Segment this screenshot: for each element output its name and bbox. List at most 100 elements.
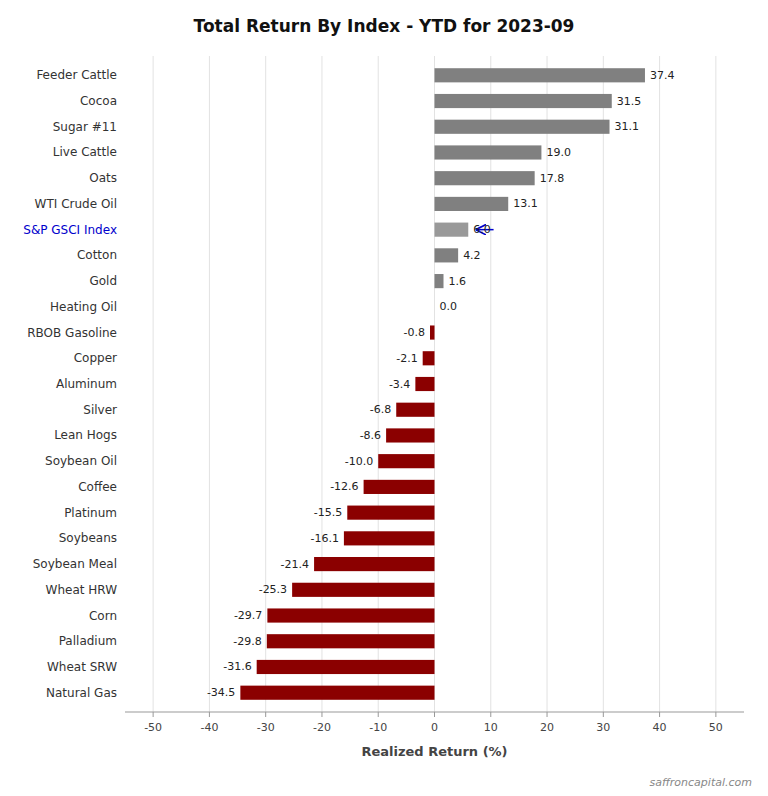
x-tick-label: 0 — [431, 721, 438, 734]
y-tick-label: Live Cattle — [53, 145, 117, 159]
data-label: 17.8 — [540, 172, 565, 185]
x-tick-label: 40 — [653, 721, 667, 734]
bar — [267, 608, 434, 622]
y-tick-label: Aluminum — [56, 377, 117, 391]
bar — [435, 197, 509, 211]
y-tick-label: Heating Oil — [50, 300, 117, 314]
bar — [240, 686, 434, 700]
data-label: -31.6 — [223, 660, 251, 673]
y-tick-label: Soybean Oil — [45, 454, 117, 468]
bar — [435, 94, 612, 108]
y-axis: Natural Gas Wheat SRW Palladium Corn Wheat H… — [23, 68, 117, 699]
x-tick-label: 20 — [540, 721, 554, 734]
grid-line — [603, 56, 604, 712]
bar — [415, 377, 434, 391]
bar — [434, 300, 435, 314]
y-tick-label: Natural Gas — [46, 686, 117, 700]
data-label: 4.2 — [463, 249, 481, 262]
y-tick-label: Palladium — [59, 634, 117, 648]
data-label: -16.1 — [310, 532, 338, 545]
y-tick-label: Cotton — [77, 248, 117, 262]
data-label: 19.0 — [546, 146, 571, 159]
y-tick-label: Wheat SRW — [47, 660, 117, 674]
data-label: -10.0 — [345, 455, 373, 468]
x-tick — [321, 712, 322, 717]
y-tick-label: Oats — [89, 171, 117, 185]
data-label: 0.0 — [440, 300, 458, 313]
x-tick — [490, 712, 491, 717]
x-axis-label: Realized Return (%) — [361, 744, 507, 759]
data-label: -34.5 — [207, 686, 235, 699]
bar — [267, 634, 435, 648]
data-label: -15.5 — [314, 506, 342, 519]
data-label: 1.6 — [449, 275, 467, 288]
bar — [430, 325, 435, 339]
bar — [435, 120, 610, 134]
data-label: 6.0 — [473, 223, 491, 236]
x-tick — [659, 712, 660, 717]
x-tick-label: -40 — [200, 721, 218, 734]
bar — [435, 68, 645, 82]
chart: Total Return By Index - YTD for 2023-09 -… — [0, 0, 768, 796]
y-tick-label: Soybean Meal — [33, 557, 117, 571]
y-tick-label: Corn — [89, 609, 117, 623]
bar — [435, 274, 444, 288]
y-tick-label: Feeder Cattle — [36, 68, 117, 82]
data-label: -3.4 — [389, 378, 410, 391]
y-tick-label: Silver — [83, 403, 117, 417]
x-tick-label: 30 — [596, 721, 610, 734]
x-tick-label: -30 — [257, 721, 275, 734]
y-tick-label: WTI Crude Oil — [35, 197, 117, 211]
y-tick-label: Wheat HRW — [46, 583, 118, 597]
x-tick — [153, 712, 154, 717]
grid-line — [659, 56, 660, 712]
grid-line — [209, 56, 210, 712]
x-tick — [715, 712, 716, 717]
y-tick-label: Soybeans — [59, 531, 117, 545]
x-tick — [434, 712, 435, 717]
data-label: -2.1 — [396, 352, 417, 365]
title: Total Return By Index - YTD for 2023-09 — [194, 16, 575, 36]
y-tick-label: Sugar #11 — [53, 120, 117, 134]
y-tick-label: S&P GSCI Index — [23, 223, 117, 237]
y-tick-label: Lean Hogs — [54, 428, 117, 442]
bar — [435, 145, 542, 159]
y-tick-label: Coffee — [78, 480, 117, 494]
bar — [435, 248, 459, 262]
grid-line — [153, 56, 154, 712]
bar — [314, 557, 434, 571]
x-tick-label: -10 — [369, 721, 387, 734]
bar — [347, 506, 434, 520]
data-label: -8.6 — [360, 429, 381, 442]
y-tick-label: RBOB Gasoline — [27, 326, 117, 340]
y-tick-label: Gold — [89, 274, 117, 288]
data-label: -29.7 — [234, 609, 262, 622]
x-tick — [547, 712, 548, 717]
bar — [378, 454, 434, 468]
bar — [257, 660, 435, 674]
bar — [292, 583, 434, 597]
data-label: -29.8 — [233, 635, 261, 648]
data-label: 13.1 — [513, 197, 538, 210]
data-label: 31.1 — [615, 120, 640, 133]
data-label: -12.6 — [330, 480, 358, 493]
bars — [240, 68, 645, 700]
x-tick — [265, 712, 266, 717]
bar — [396, 403, 434, 417]
x-tick-label: 10 — [484, 721, 498, 734]
data-label: -21.4 — [281, 558, 309, 571]
data-labels: -34.5-31.6-29.8-29.7-25.3-21.4-16.1-15.5… — [207, 69, 675, 699]
data-label: 31.5 — [617, 95, 642, 108]
x-tick-label: -50 — [144, 721, 162, 734]
y-tick-label: Platinum — [64, 506, 117, 520]
bar — [386, 428, 434, 442]
bar — [344, 531, 435, 545]
x-tick-label: 50 — [709, 721, 723, 734]
bar — [435, 223, 469, 237]
y-tick-label: Copper — [74, 351, 117, 365]
data-label: -0.8 — [404, 326, 425, 339]
x-tick-label: -20 — [313, 721, 331, 734]
x-tick — [603, 712, 604, 717]
y-tick-label: Cocoa — [80, 94, 117, 108]
bar — [435, 171, 535, 185]
